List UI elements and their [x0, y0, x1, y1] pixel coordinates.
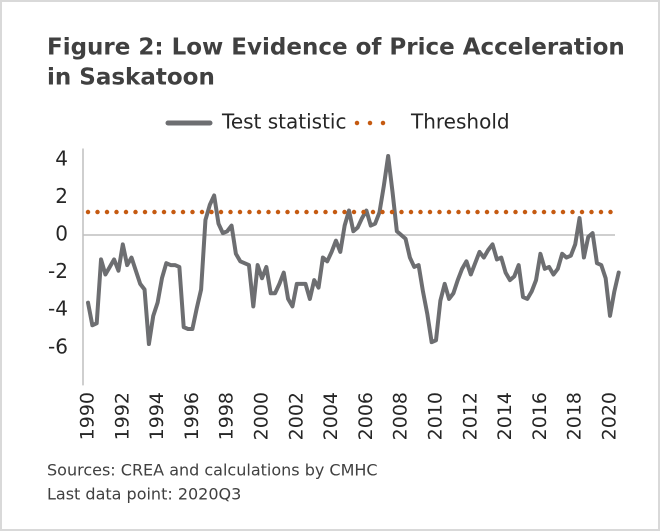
x-tick-label: 1990: [77, 392, 99, 440]
x-tick-label: 2004: [320, 392, 342, 440]
x-tick-label: 2014: [494, 392, 516, 440]
source-note: Sources: CREA and calculations by CMHC: [47, 461, 378, 480]
y-tick-label: -6: [48, 334, 68, 358]
x-tick-label: 2012: [459, 392, 481, 440]
y-tick-label: -2: [48, 259, 68, 283]
x-tick-label: 1994: [146, 392, 168, 440]
x-tick-label: 2002: [285, 392, 307, 440]
x-tick-label: 2006: [355, 392, 377, 440]
legend-label: Test statistic: [221, 110, 346, 134]
x-tick-label: 1992: [111, 392, 133, 440]
x-tick-label: 1996: [181, 392, 203, 440]
x-tick-label: 2016: [529, 392, 551, 440]
y-tick-label: 4: [55, 146, 68, 170]
y-tick-label: 0: [55, 221, 68, 245]
x-tick-label: 2010: [425, 392, 447, 440]
x-tick-label: 2000: [251, 392, 273, 440]
series-line: [86, 154, 621, 347]
x-tick-label: 2008: [390, 392, 412, 440]
chart-title: Figure 2: Low Evidence of Price Accelera…: [47, 35, 625, 61]
x-tick-label: 2018: [564, 392, 586, 440]
data-note: Last data point: 2020Q3: [47, 485, 241, 504]
legend-label: Threshold: [410, 110, 510, 134]
y-tick-label: -4: [48, 297, 68, 321]
chart-title: in Saskatoon: [47, 65, 215, 91]
y-tick-label: 2: [55, 184, 68, 208]
x-tick-label: 1998: [216, 392, 238, 440]
x-tick-label: 2020: [599, 392, 621, 440]
